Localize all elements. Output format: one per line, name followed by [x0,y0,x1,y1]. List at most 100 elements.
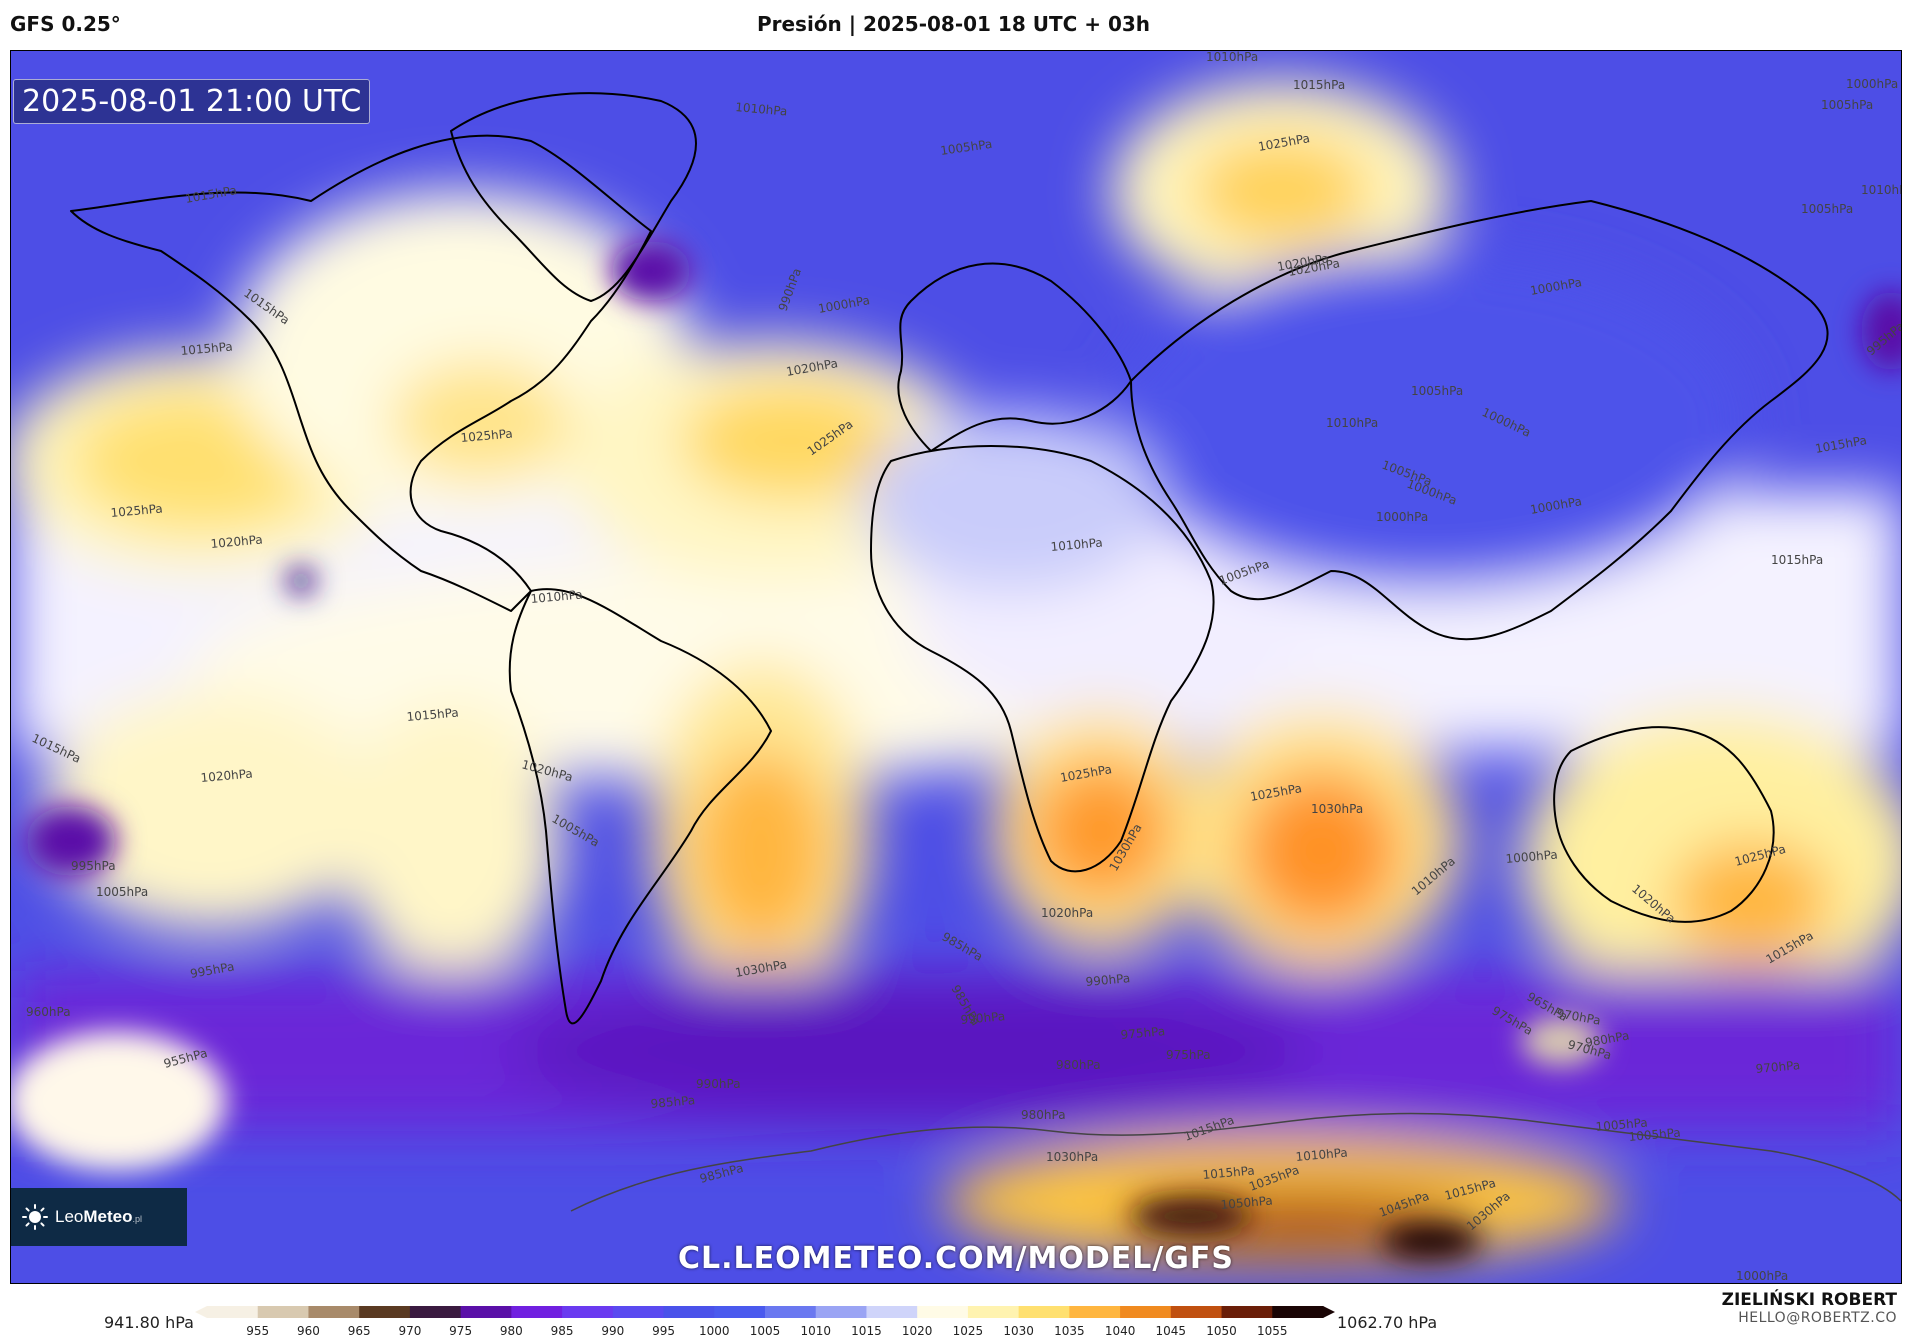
legend-max-arrow [1323,1306,1335,1318]
leometeo-logo[interactable]: LeoMeteo.pl [11,1188,187,1246]
legend-swatch [917,1306,969,1318]
legend-tick-label: 1035 [1054,1324,1085,1338]
isobar-label: 1010hPa [1206,51,1258,64]
legend-min-value: 941.80 hPa [104,1313,194,1332]
legend-swatch [765,1306,817,1318]
legend-swatch [1272,1306,1324,1318]
isobar-label: 955hPa [162,1046,209,1071]
isobar-label: 990hPa [1085,971,1131,989]
isobar-label: 1010hPa [1326,416,1378,430]
isobar-label: 1020hPa [1041,906,1093,920]
legend-swatch [359,1306,411,1318]
model-name: GFS 0.25° [10,12,121,36]
valid-time-label: 2025-08-01 21:00 UTC [13,79,371,124]
isobar-label: 1015hPa [30,731,83,766]
north-america-outline [70,134,652,612]
legend-tick-label: 1050 [1206,1324,1237,1338]
isobar-label: 1025hPa [1257,131,1311,154]
isobar-labels: 1010hPa 1015hPa 1000hPa 1005hPa 1025hPa 1010h… [26,51,1901,1283]
isobar-label: 1015hPa [1443,1176,1497,1203]
legend-swatch [562,1306,614,1318]
sun-icon [22,1204,48,1230]
isobar-label: 1000hPa [1405,477,1459,508]
logo-prefix: Leo [55,1207,84,1226]
isobar-label: 1045hPa [1377,1189,1431,1220]
isobar-label: 1005hPa [1628,1125,1681,1143]
legend-swatch [409,1306,462,1318]
isobar-label: 960hPa [26,1005,71,1019]
isobar-label: 1015hPa [1202,1163,1255,1181]
isobar-label: 1015hPa [406,705,459,723]
isobar-label: 1020hPa [1629,882,1678,926]
isobar-label: 1025hPa [805,417,856,458]
isobar-label: 1015hPa [1771,553,1823,567]
legend-tick-label: 985 [551,1324,574,1338]
isobar-label: 1005hPa [1217,557,1271,588]
pressure-field [11,81,1901,1266]
africa-outline [870,445,1215,873]
isobar-label: 980hPa [1021,1108,1066,1122]
legend-swatch [967,1306,1020,1318]
isobar-label: 1030hPa [1106,821,1144,873]
isobar-label: 975hPa [1120,1024,1166,1042]
isobar-label: 990hPa [696,1077,741,1091]
logo-brand: Meteo [83,1207,133,1226]
isobar-label: 1015hPa [1814,433,1868,456]
isobar-label: 985hPa [698,1161,745,1186]
legend-tick-label: 965 [348,1324,371,1338]
legend-swatch [460,1306,512,1318]
isobar-label: 1025hPa [1249,781,1303,804]
legend-tick-label: 1020 [902,1324,933,1338]
legend-tick-label: 1025 [953,1324,984,1338]
pressure-centers [11,241,1901,1259]
isobar-label: 1030hPa [734,957,788,980]
isobar-label: 1005hPa [1595,1115,1648,1133]
isobar-label: 1005hPa [939,137,993,158]
isobar-label: 990hPa [776,266,804,313]
isobar-label: 1015hPa [1764,928,1816,966]
isobar-label: 1030hPa [1311,802,1363,816]
isobar-label: 1000hPa [1846,77,1898,91]
isobar-label: 995hPa [71,859,116,873]
isobar-label: 985hPa [650,1093,696,1111]
isobar-label: 1025hPa [110,501,163,519]
isobar-label: 1010hPa [1050,535,1103,553]
legend-swatch [714,1306,766,1318]
legend-tick-label: 1030 [1003,1324,1034,1338]
legend-swatch [207,1306,259,1318]
legend-tick-label: 1055 [1257,1324,1288,1338]
isobar-label: 1015hPa [1182,1113,1236,1144]
isobar-label: 1025hPa [1733,842,1787,869]
legend-tick-label: 960 [297,1324,320,1338]
legend-tick-label: 990 [601,1324,624,1338]
isobar-label: 1005hPa [1821,98,1873,112]
legend-swatch [511,1306,563,1318]
isobar-label: 1010hPa [1861,183,1901,197]
legend-tick-label: 1005 [750,1324,781,1338]
legend-tick-label: 995 [652,1324,675,1338]
legend-tick-label: 980 [500,1324,523,1338]
legend-tick-label: 1040 [1105,1324,1136,1338]
legend-swatch [1120,1306,1172,1318]
isobar-label: 980hPa [1056,1058,1101,1072]
europe-outline [897,262,1132,452]
author-email[interactable]: HELLO@ROBERTZ.CO [1738,1310,1897,1326]
logo-suffix: .pl [132,1214,143,1224]
isobar-label: 1005hPa [1801,202,1853,216]
legend-colorbar: 955 960 965 970 975 980 985 990 995 1000 1005 1010 1… [195,1306,1335,1338]
isobar-label: 1000hPa [1505,847,1558,865]
isobar-label: 985hPa [940,929,986,963]
legend-tick-label: 1000 [699,1324,730,1338]
legend-tick-label: 1015 [851,1324,882,1338]
legend-swatch [663,1306,715,1318]
isobar-label: 995hPa [189,959,235,981]
source-url[interactable]: CL.LEOMETEO.COM/MODEL/GFS [677,1241,1235,1276]
isobar-label: 975hPa [1490,1003,1536,1037]
south-america-outline [508,588,772,1025]
antarctica-outline [570,1112,1901,1212]
isobar-label: 1020hPa [200,766,253,784]
isobar-label: 1000hPa [1480,405,1533,440]
isobar-label: 1000hPa [1736,1269,1788,1283]
isobar-label: 990hPa [960,1009,1006,1027]
legend-swatch [1069,1306,1121,1318]
